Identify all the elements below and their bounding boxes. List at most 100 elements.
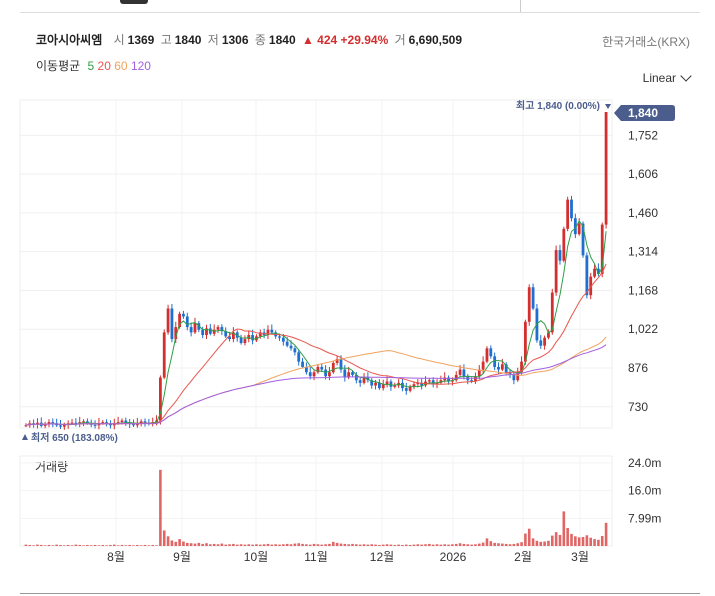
candle-body (374, 382, 377, 386)
volume-bar (339, 543, 343, 546)
volume-bar (443, 544, 447, 546)
volume-bar (74, 544, 78, 546)
volume-bar (185, 542, 189, 546)
x-tick-label: 9월 (173, 550, 191, 564)
volume-bar (566, 528, 569, 546)
volume-bar (220, 543, 224, 546)
volume-bar (378, 544, 381, 546)
candle-body (454, 374, 458, 381)
volume-bar (393, 544, 397, 546)
candle-body (343, 369, 347, 378)
ma-20-label[interactable]: 20 (97, 59, 111, 73)
close-label: 종 (254, 33, 266, 47)
volume-bar (143, 544, 147, 546)
volume-bar (78, 544, 82, 546)
open-value: 1369 (127, 33, 155, 47)
volume-tick-label: 16.0m (628, 484, 661, 498)
volume-bar (270, 544, 274, 546)
volume-bar (109, 544, 112, 546)
high-value: 1840 (174, 33, 202, 47)
volume-bar (458, 543, 462, 546)
candle-body (581, 223, 585, 256)
volume-bar (562, 511, 566, 546)
volume-bar (197, 542, 201, 546)
candle-body (500, 364, 504, 370)
volume-bar (493, 542, 496, 546)
volume-bar (293, 543, 297, 546)
candle-body (381, 384, 385, 389)
volume-bar (147, 545, 151, 546)
candle-body (554, 250, 558, 293)
volume-bar (547, 540, 550, 546)
candle-body (489, 348, 493, 357)
volume-bar (289, 544, 293, 546)
volume-bar (235, 544, 239, 546)
candle-body (101, 422, 105, 424)
volume-bar (89, 545, 93, 546)
x-tick-label: 2026 (440, 550, 467, 564)
volume-bar (535, 540, 539, 546)
candle-body (585, 255, 589, 296)
moving-average-label: 이동평균 (36, 59, 81, 73)
candle-body (208, 328, 212, 334)
candle-body (543, 337, 547, 346)
stock-summary: 코아시아씨엠 시 1369 고 1840 저 1306 종 1840 ▲ 424 +29… (36, 31, 465, 48)
volume-bar (97, 545, 101, 546)
candle-body (228, 336, 231, 340)
scale-mode-value: Linear (642, 71, 676, 85)
volume-bar (604, 522, 608, 546)
volume-bar (424, 544, 427, 546)
volume-bar (451, 544, 454, 546)
volume-bar (581, 537, 585, 546)
volume-bar (70, 545, 74, 546)
candle-body (316, 366, 320, 373)
high-marker-triangle (605, 104, 611, 109)
price-tick-label: 876 (628, 361, 648, 375)
ma-120-label[interactable]: 120 (130, 59, 151, 73)
volume-bar (59, 544, 62, 546)
candle-body (59, 425, 62, 427)
candle-body (185, 316, 189, 328)
volume-bar (477, 543, 481, 546)
candle-body (539, 340, 543, 346)
volume-bar (274, 544, 277, 546)
volume-bar (435, 544, 439, 546)
candle-body (116, 422, 120, 424)
high-marker-label: 최고 1,840 (0.00%) (516, 99, 600, 112)
candle-body (435, 382, 439, 385)
last-price-tag (614, 105, 675, 121)
candle-body (205, 328, 208, 336)
volume-bar (577, 537, 581, 546)
volume-bar (24, 544, 28, 546)
x-tick-label: 10월 (244, 550, 268, 564)
scale-mode-dropdown[interactable]: Linear (642, 70, 692, 85)
candle-body (62, 424, 66, 427)
candle-body (143, 421, 147, 423)
candle-body (412, 384, 416, 387)
volume-bar (508, 544, 512, 546)
volume-bar (439, 544, 443, 546)
price-tick-label: 1,168 (628, 283, 658, 297)
volume-bar (282, 544, 285, 546)
candle-body (82, 421, 85, 423)
volume-bar (166, 536, 170, 546)
candle-body (477, 369, 481, 377)
volume-bar (120, 544, 124, 546)
candle-body (224, 331, 228, 337)
volume-bar (262, 544, 266, 546)
ma-60-label[interactable]: 60 (114, 59, 128, 73)
candle-body (385, 381, 389, 385)
volume-bar (278, 544, 281, 546)
candle-body (458, 369, 462, 375)
price-tick-label: 1,460 (628, 206, 658, 220)
candle-body (162, 332, 166, 378)
low-marker-label: 최저 650 (183.08%) (31, 431, 118, 444)
candle-body (251, 335, 255, 341)
volume-bar (485, 538, 489, 546)
ma-5-label[interactable]: 5 (87, 59, 95, 73)
volume-bar (550, 535, 554, 546)
candle-body (289, 345, 293, 349)
candle-body (577, 223, 581, 235)
volume-bar (470, 544, 473, 546)
